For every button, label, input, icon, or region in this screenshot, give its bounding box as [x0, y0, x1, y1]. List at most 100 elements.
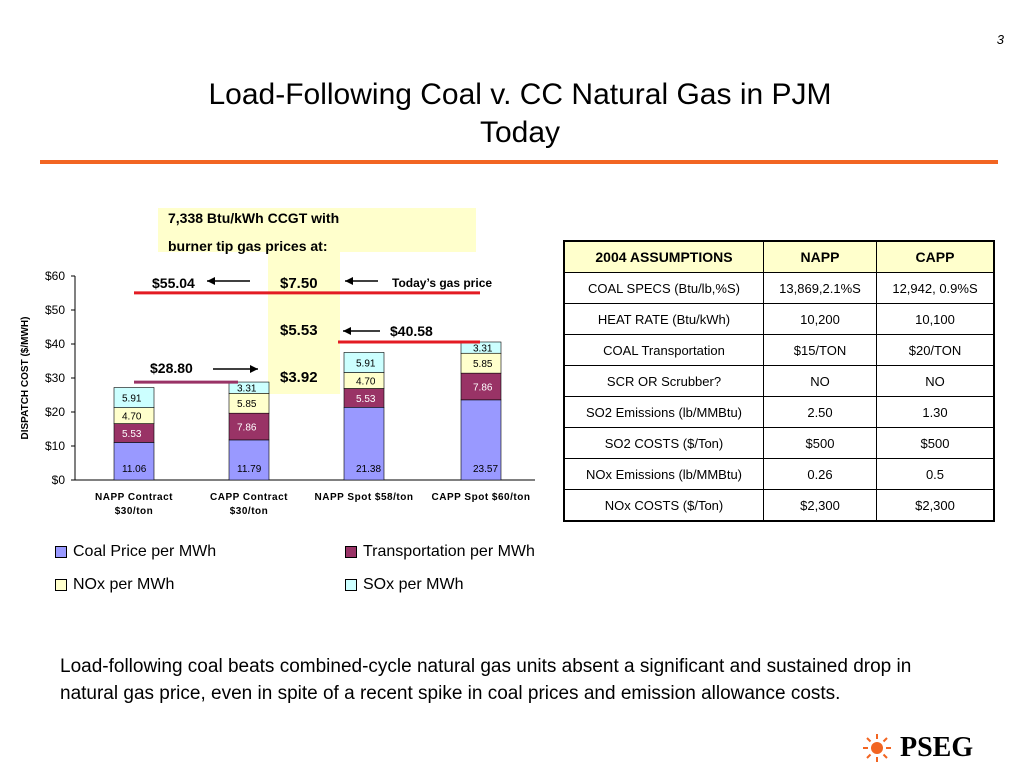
y-tick-label: $40: [45, 337, 65, 351]
data-label: 11.79: [237, 464, 262, 475]
table-cell: $15/TON: [763, 334, 877, 366]
data-label: 5.91: [122, 394, 142, 405]
data-label: 3.31: [473, 344, 493, 355]
data-label: 5.85: [473, 359, 493, 370]
data-label: 5.53: [122, 429, 142, 440]
table-row: SO2 COSTS ($/Ton) $500 $500: [563, 427, 995, 459]
table-cell: 10,200: [763, 303, 877, 335]
gas-price-low: $3.92: [280, 369, 318, 386]
arrow-to-28-80-head: [250, 365, 258, 373]
bar-segment-coal-price-per-mwh: [343, 407, 385, 481]
legend-label-coal: Coal Price per MWh: [73, 543, 217, 560]
label-55-04: $55.04: [152, 275, 195, 291]
table-cell: COAL Transportation: [563, 334, 764, 366]
table-cell: NO: [763, 365, 877, 397]
label-40-58: $40.58: [390, 323, 433, 339]
data-label: 5.85: [237, 399, 257, 410]
legend-label-nox: NOx per MWh: [73, 576, 175, 593]
table-cell: $500: [876, 427, 995, 459]
header-capp: CAPP: [876, 240, 995, 273]
slide-title: Load-Following Coal v. CC Natural Gas in…: [0, 76, 1024, 152]
legend-label-transportation: Transportation per MWh: [363, 543, 535, 560]
table-cell: NOx Emissions (lb/MMBtu): [563, 458, 764, 490]
pseg-logo: PSEG: [862, 732, 973, 764]
table-cell: SCR OR Scrubber?: [563, 365, 764, 397]
y-tick-label: $20: [45, 405, 65, 419]
table-cell: 0.26: [763, 458, 877, 490]
x-tick-label: CAPP Contract: [210, 492, 288, 503]
y-tick-label: $50: [45, 303, 65, 317]
table-cell: 1.30: [876, 396, 995, 428]
table-cell: $2,300: [876, 489, 995, 522]
y-tick-label: $30: [45, 371, 65, 385]
bar-segment-sox-per-mwh: [460, 341, 502, 354]
data-label: 23.57: [473, 464, 498, 475]
data-label: 4.70: [122, 412, 142, 423]
legend-swatch-sox: [345, 579, 357, 591]
table-row: SCR OR Scrubber? NO NO: [563, 365, 995, 397]
table-row: HEAT RATE (Btu/kWh) 10,200 10,100: [563, 303, 995, 335]
table-header-row: 2004 ASSUMPTIONS NAPP CAPP: [563, 240, 995, 273]
logo-text: PSEG: [900, 732, 974, 763]
table-cell: $500: [763, 427, 877, 459]
table-row: COAL SPECS (Btu/lb,%S) 13,869,2.1%S 12,942…: [563, 272, 995, 304]
sun-icon: [863, 734, 891, 762]
table-cell: 0.5: [876, 458, 995, 490]
table-row: COAL Transportation $15/TON $20/TON: [563, 334, 995, 366]
table-cell: 13,869,2.1%S: [763, 272, 877, 304]
gas-price-header-box: [158, 208, 476, 252]
legend-item-nox: NOx per MWh: [55, 576, 174, 594]
slide-title-line1: Load-Following Coal v. CC Natural Gas in…: [208, 78, 832, 111]
gas-price-column-box: [268, 252, 340, 394]
x-tick-label: NAPP Spot $58/ton: [315, 492, 414, 503]
data-label: 5.91: [356, 358, 376, 369]
data-label: 5.53: [356, 394, 376, 405]
assumptions-table: 2004 ASSUMPTIONS NAPP CAPP COAL SPECS (B…: [563, 240, 995, 522]
data-label: 4.70: [356, 377, 376, 388]
arrow-to-55-04-head: [207, 277, 215, 285]
table-cell: 10,100: [876, 303, 995, 335]
table-cell: 12,942, 0.9%S: [876, 272, 995, 304]
label-todays-gas-price: Today’s gas price: [392, 276, 492, 290]
bar-segment-transportation-per-mwh: [460, 372, 502, 401]
y-tick-label: $60: [45, 269, 65, 283]
y-axis-label: DISPATCH COST ($/MWH): [20, 317, 31, 440]
legend-item-sox: SOx per MWh: [345, 576, 463, 594]
table-row: NOx Emissions (lb/MMBtu) 0.26 0.5: [563, 458, 995, 490]
arrow-to-40-58-head: [343, 327, 351, 335]
table-row: NOx COSTS ($/Ton) $2,300 $2,300: [563, 489, 995, 522]
gas-box-line1: 7,338 Btu/kWh CCGT with: [168, 210, 340, 226]
table-row: SO2 Emissions (lb/MMBtu) 2.50 1.30: [563, 396, 995, 428]
header-assumptions: 2004 ASSUMPTIONS: [563, 240, 764, 273]
title-divider: [40, 160, 998, 164]
bar-segment-coal-price-per-mwh: [460, 399, 502, 481]
data-label: 3.31: [237, 384, 257, 395]
x-tick-label: $30/ton: [115, 506, 154, 517]
data-label: 7.86: [473, 383, 493, 394]
bar-segment-sox-per-mwh: [228, 381, 270, 394]
table-cell: SO2 Emissions (lb/MMBtu): [563, 396, 764, 428]
x-tick-label: CAPP Spot $60/ton: [432, 492, 531, 503]
legend-item-coal: Coal Price per MWh: [55, 543, 216, 561]
data-label: 21.38: [356, 464, 381, 475]
data-label: 7.86: [237, 423, 257, 434]
table-cell: HEAT RATE (Btu/kWh): [563, 303, 764, 335]
header-napp: NAPP: [763, 240, 877, 273]
legend-swatch-nox: [55, 579, 67, 591]
page-number: 3: [996, 32, 1004, 47]
legend-item-transportation: Transportation per MWh: [345, 543, 535, 561]
y-tick-label: $10: [45, 439, 65, 453]
table-cell: SO2 COSTS ($/Ton): [563, 427, 764, 459]
table-cell: NOx COSTS ($/Ton): [563, 489, 764, 522]
y-tick-label: $0: [52, 473, 66, 487]
table-cell: COAL SPECS (Btu/lb,%S): [563, 272, 764, 304]
table-cell: $20/TON: [876, 334, 995, 366]
table-cell: NO: [876, 365, 995, 397]
dispatch-cost-chart: $0 $10 $20 $30 $40 $50 $60 DISPATCH COST ($/MWH…: [20, 269, 535, 517]
gas-box-line2: burner tip gas prices at:: [168, 238, 328, 254]
summary-text: Load-following coal beats combined-cycle…: [60, 656, 912, 704]
slide-title-line2: Today: [479, 116, 561, 149]
legend-swatch-coal: [55, 546, 67, 558]
legend-swatch-transportation: [345, 546, 357, 558]
data-label: 11.06: [122, 464, 147, 475]
